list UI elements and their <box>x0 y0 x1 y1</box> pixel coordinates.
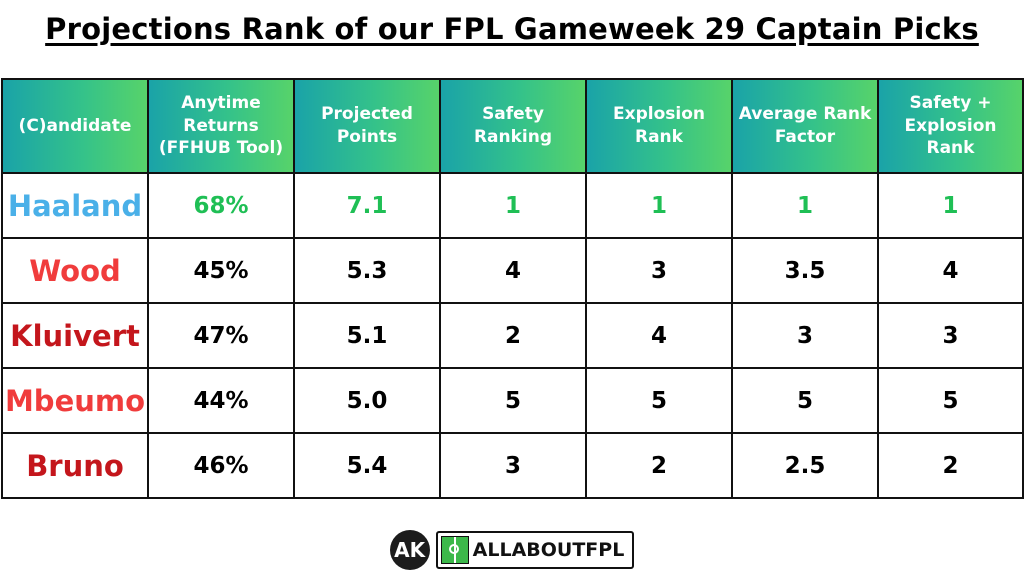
explosion-rank-cell: 5 <box>585 367 733 434</box>
table-row: Kluivert 47% 5.1 2 4 3 3 <box>1 302 1024 369</box>
allaboutfpl-logo: ALLABOUTFPL <box>435 531 635 569</box>
header-safety-explosion-rank: Safety + Explosion Rank <box>877 78 1024 174</box>
average-rank-factor-cell: 5 <box>731 367 879 434</box>
table-row: Bruno 46% 5.4 3 2 2.5 2 <box>1 432 1024 499</box>
explosion-rank-cell: 3 <box>585 237 733 304</box>
header-safety-ranking: Safety Ranking <box>439 78 587 174</box>
candidate-name: Kluivert <box>1 302 149 369</box>
football-pitch-icon <box>440 536 469 564</box>
combined-rank-cell: 1 <box>877 172 1024 239</box>
average-rank-factor-cell: 1 <box>731 172 879 239</box>
table-header-row: (C)andidate Anytime Returns (FFHUB Tool)… <box>1 78 1024 174</box>
explosion-rank-cell: 4 <box>585 302 733 369</box>
anytime-returns-cell: 46% <box>147 432 295 499</box>
combined-rank-cell: 2 <box>877 432 1024 499</box>
safety-ranking-cell: 2 <box>439 302 587 369</box>
table-row: Wood 45% 5.3 4 3 3.5 4 <box>1 237 1024 304</box>
projected-points-cell: 5.1 <box>293 302 441 369</box>
brand-name: ALLABOUTFPL <box>472 539 625 561</box>
table-row: Haaland 68% 7.1 1 1 1 1 <box>1 172 1024 239</box>
safety-ranking-cell: 1 <box>439 172 587 239</box>
projected-points-cell: 5.0 <box>293 367 441 434</box>
safety-ranking-cell: 4 <box>439 237 587 304</box>
projected-points-cell: 5.4 <box>293 432 441 499</box>
projected-points-cell: 5.3 <box>293 237 441 304</box>
combined-rank-cell: 3 <box>877 302 1024 369</box>
anytime-returns-cell: 45% <box>147 237 295 304</box>
safety-ranking-cell: 3 <box>439 432 587 499</box>
ak-logo: AK <box>389 530 430 570</box>
header-candidate: (C)andidate <box>1 78 149 174</box>
anytime-returns-cell: 68% <box>147 172 295 239</box>
header-projected-points: Projected Points <box>293 78 441 174</box>
header-explosion-rank: Explosion Rank <box>585 78 733 174</box>
average-rank-factor-cell: 3 <box>731 302 879 369</box>
explosion-rank-cell: 1 <box>585 172 733 239</box>
average-rank-factor-cell: 2.5 <box>731 432 879 499</box>
candidate-name: Wood <box>1 237 149 304</box>
explosion-rank-cell: 2 <box>585 432 733 499</box>
anytime-returns-cell: 47% <box>147 302 295 369</box>
page-title: Projections Rank of our FPL Gameweek 29 … <box>45 12 979 46</box>
footer-branding: AK ALLABOUTFPL <box>0 530 1024 570</box>
candidate-name: Bruno <box>1 432 149 499</box>
table-row: Mbeumo 44% 5.0 5 5 5 5 <box>1 367 1024 434</box>
average-rank-factor-cell: 3.5 <box>731 237 879 304</box>
projected-points-cell: 7.1 <box>293 172 441 239</box>
combined-rank-cell: 5 <box>877 367 1024 434</box>
combined-rank-cell: 4 <box>877 237 1024 304</box>
candidate-name: Haaland <box>1 172 149 239</box>
safety-ranking-cell: 5 <box>439 367 587 434</box>
captain-projections-table: (C)andidate Anytime Returns (FFHUB Tool)… <box>1 78 1024 499</box>
candidate-name: Mbeumo <box>1 367 149 434</box>
header-anytime-returns: Anytime Returns (FFHUB Tool) <box>147 78 295 174</box>
anytime-returns-cell: 44% <box>147 367 295 434</box>
header-average-rank-factor: Average Rank Factor <box>731 78 879 174</box>
